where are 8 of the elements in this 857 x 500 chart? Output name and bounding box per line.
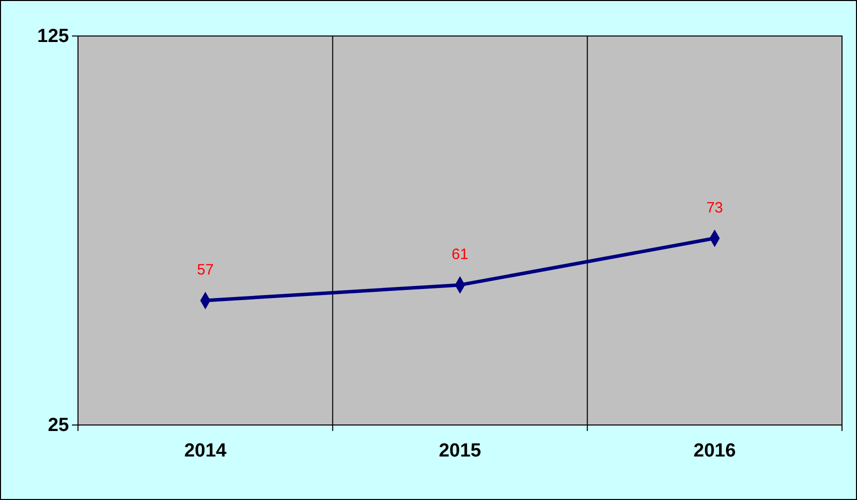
x-tick-label: 2016 bbox=[694, 440, 736, 462]
data-label: 57 bbox=[196, 262, 214, 279]
y-tick-label: 25 bbox=[48, 415, 70, 436]
data-label: 61 bbox=[452, 246, 468, 263]
x-tick-label: 2015 bbox=[438, 440, 482, 462]
y-tick-label: 125 bbox=[37, 26, 70, 48]
x-tick-label: 2014 bbox=[184, 440, 227, 462]
data-label: 73 bbox=[706, 199, 724, 216]
